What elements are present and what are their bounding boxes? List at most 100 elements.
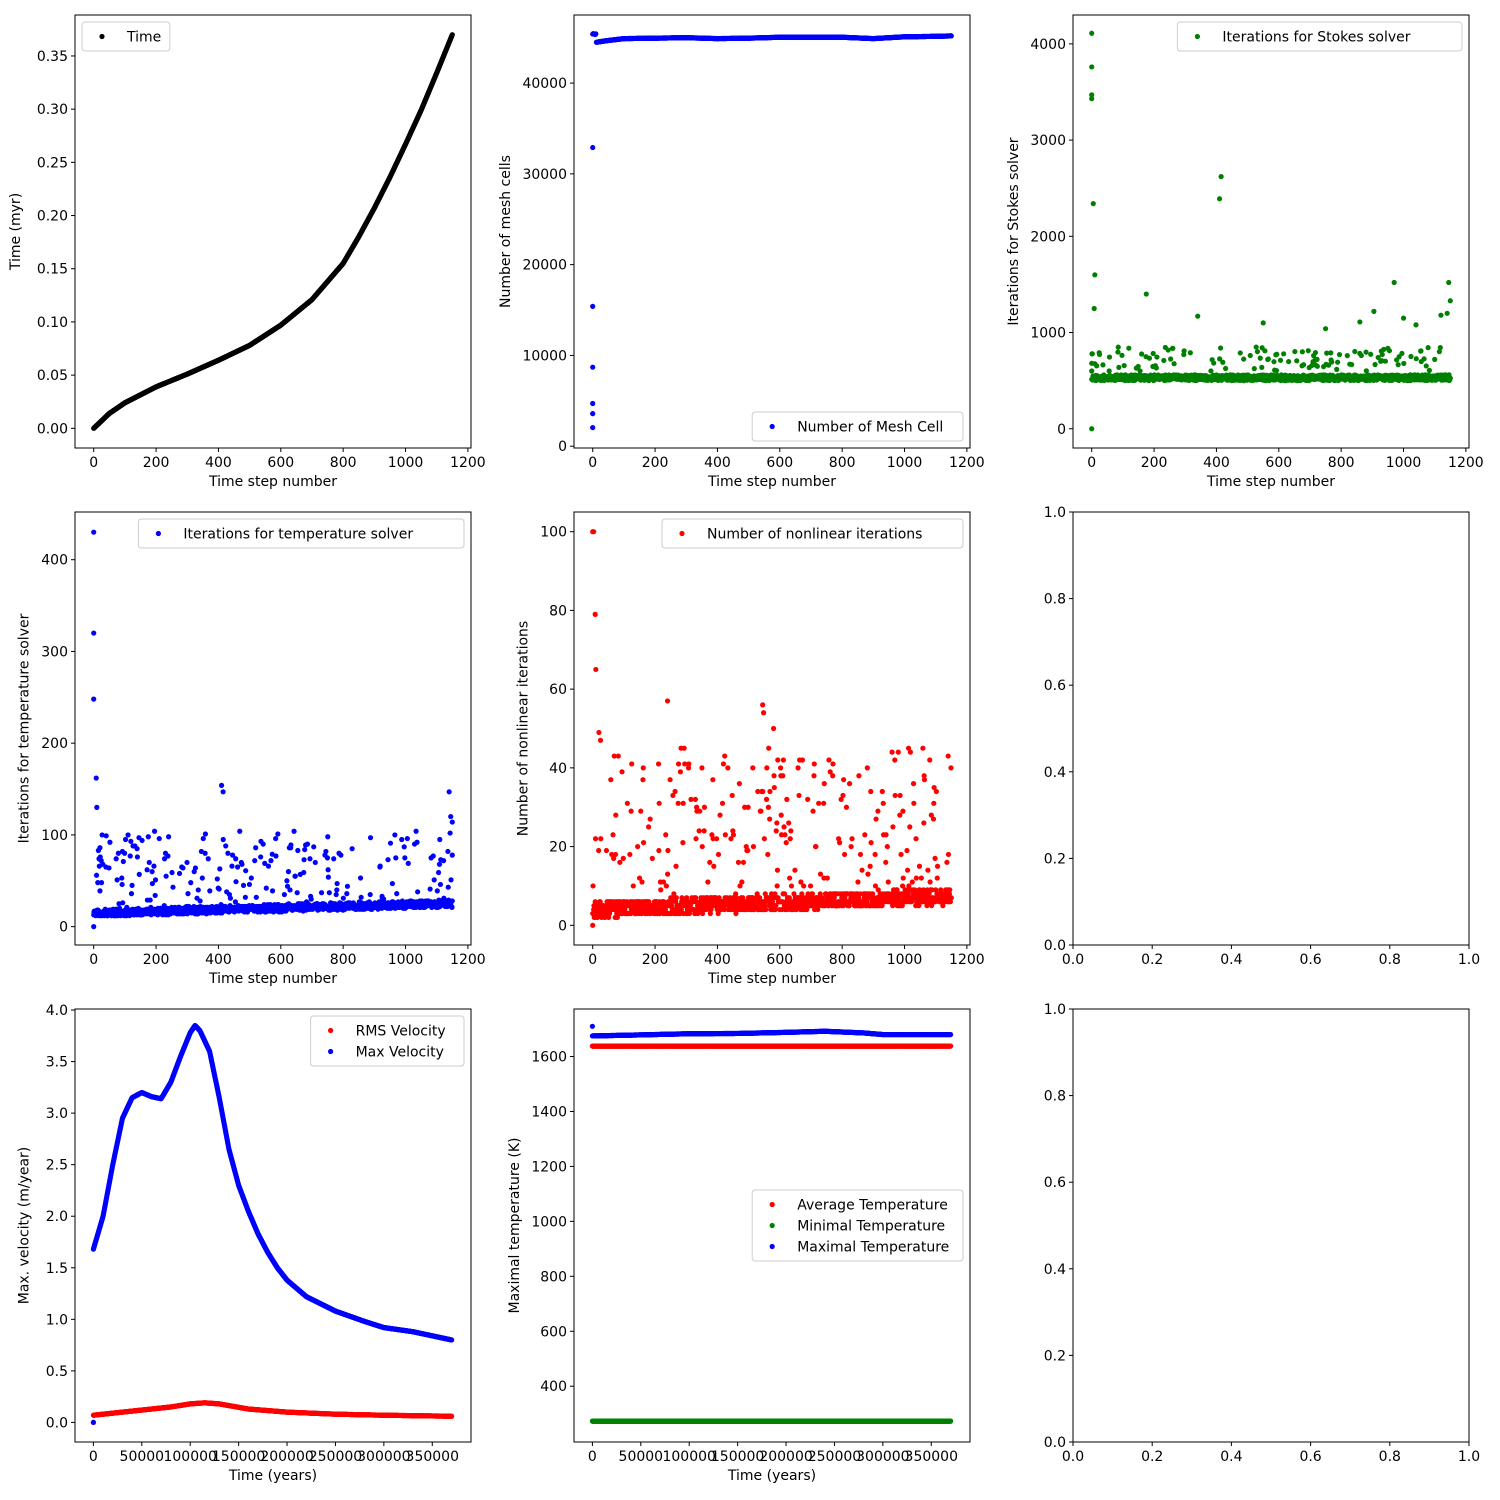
data-point (334, 880, 340, 887)
data-point (590, 364, 596, 370)
data-point (91, 529, 97, 535)
data-point (620, 855, 626, 862)
data-point (149, 880, 155, 887)
data-point (1371, 308, 1377, 314)
y-axis-label: Iterations for Stokes solver (1006, 137, 1022, 325)
data-point (590, 400, 596, 407)
data-point (220, 836, 226, 843)
data-point (1253, 344, 1259, 350)
data-point (127, 853, 133, 859)
data-point (606, 914, 612, 921)
data-point (129, 882, 135, 888)
data-point (284, 883, 291, 889)
data-point (232, 899, 238, 905)
data-point (312, 859, 318, 866)
data-point (98, 880, 105, 886)
y-tick-label: 300 (41, 644, 68, 660)
data-point (1106, 354, 1113, 360)
data-point (217, 866, 223, 872)
data-point (93, 872, 100, 878)
plot-area-p2 (590, 31, 954, 431)
data-point (1426, 367, 1432, 373)
data-point (1089, 92, 1095, 98)
data-point (284, 878, 290, 884)
x-tick-label: 400 (205, 952, 232, 968)
data-point (1281, 351, 1287, 357)
series-p1-0 (91, 32, 455, 431)
data-point (612, 851, 619, 858)
data-point (1401, 360, 1407, 367)
data-point (333, 891, 339, 898)
data-point (216, 886, 222, 892)
data-point (152, 892, 158, 899)
data-point (1218, 345, 1224, 351)
data-point (367, 891, 373, 898)
data-point (1400, 315, 1407, 321)
data-point (449, 819, 455, 825)
data-point (357, 875, 364, 881)
legend-marker (99, 33, 105, 40)
data-point (253, 894, 259, 900)
data-point (614, 914, 620, 921)
x-axis-label: Time step number (208, 474, 337, 490)
data-point (1301, 362, 1307, 368)
axes-frame-p2 (573, 14, 971, 449)
data-point (344, 883, 351, 889)
data-point (93, 775, 99, 781)
data-point (1382, 358, 1388, 364)
data-point (95, 880, 101, 886)
data-point (1437, 345, 1443, 351)
data-point (590, 883, 596, 889)
data-point (1089, 351, 1095, 357)
series-p5-0 (590, 529, 954, 928)
x-tick-label: 800 (1328, 455, 1355, 471)
data-point (147, 897, 153, 903)
data-point (611, 753, 617, 759)
data-point (275, 831, 281, 837)
data-point (449, 32, 455, 38)
data-point (1324, 350, 1330, 356)
data-point (1143, 291, 1149, 297)
data-point (650, 906, 656, 913)
y-axis-label: Number of mesh cells (498, 155, 514, 308)
data-point (628, 910, 634, 917)
data-point (1089, 426, 1095, 432)
data-point (185, 891, 191, 897)
data-point (269, 888, 276, 894)
data-point (610, 832, 616, 838)
data-point (139, 837, 145, 844)
data-point (292, 873, 298, 879)
data-point (192, 865, 199, 871)
data-point (1379, 351, 1385, 358)
data-point (1273, 367, 1280, 374)
x-tick-label: 0 (1087, 455, 1096, 471)
data-point (613, 812, 619, 818)
data-point (948, 33, 954, 39)
data-point (1432, 356, 1438, 362)
data-point (1089, 96, 1095, 102)
x-tick-label: 1200 (949, 455, 985, 471)
data-point (1391, 279, 1397, 286)
data-point (389, 880, 395, 887)
data-point (1368, 351, 1374, 357)
data-point (288, 842, 294, 848)
data-point (281, 891, 287, 898)
data-point (145, 834, 151, 840)
data-point (1195, 313, 1201, 319)
x-tick-label: 200 (1141, 455, 1168, 471)
data-point (1218, 174, 1224, 180)
data-point (1247, 352, 1253, 359)
data-point (402, 855, 408, 861)
data-point (594, 914, 600, 921)
data-point (1399, 350, 1405, 357)
data-point (239, 861, 245, 867)
data-point (308, 896, 314, 902)
data-point (1089, 30, 1095, 36)
data-point (265, 863, 272, 869)
data-point (635, 843, 641, 850)
data-point (622, 906, 628, 913)
data-point (1329, 359, 1335, 365)
data-point (1237, 350, 1243, 356)
data-point (394, 891, 400, 897)
